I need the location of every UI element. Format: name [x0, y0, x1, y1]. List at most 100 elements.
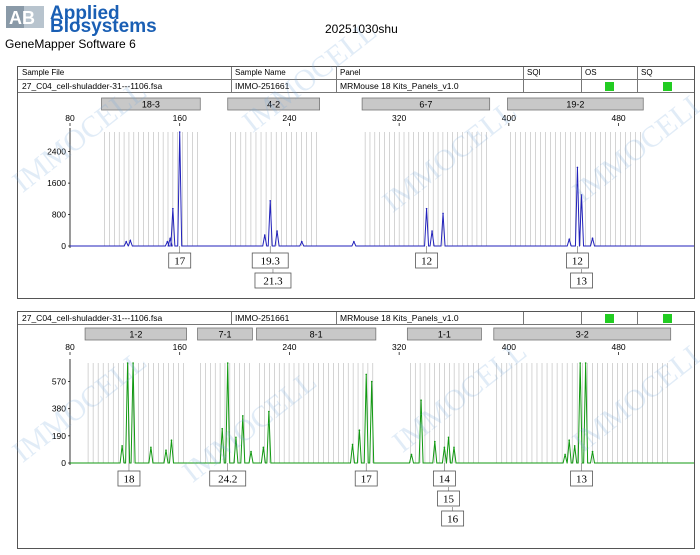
allele-call-label: 16 — [447, 514, 459, 526]
svg-text:AB: AB — [9, 8, 35, 28]
peak-point — [169, 237, 171, 240]
marker-bin-label: 4-2 — [267, 100, 280, 110]
allele-call-box — [251, 252, 289, 269]
electropherogram-chart-blue: 18-3 4-2 6-7 19-2 80 160 240 320 400 480 0 800 1600 2… — [47, 97, 694, 289]
x-tick-label: 400 — [502, 342, 516, 352]
x-tick-label: 240 — [282, 342, 296, 352]
peak-point — [262, 446, 265, 449]
peak-point — [165, 449, 167, 451]
peak-point — [226, 362, 229, 364]
peak-point — [410, 453, 413, 456]
x-tick-label: 80 — [65, 113, 75, 123]
peak-point — [580, 194, 583, 196]
peak-point — [125, 240, 128, 243]
peak-point — [268, 410, 270, 413]
marker-bin-bar — [507, 97, 644, 111]
electropherogram-panel-2: 27_C04_cell-shuladder-31---1106.fsa IMMO… — [17, 311, 695, 549]
col-sq: SQ — [641, 68, 653, 77]
marker-bin-label: 6-7 — [419, 100, 432, 110]
peak-point — [358, 429, 361, 431]
signal-trace — [70, 131, 694, 247]
marker-bin-bar — [101, 97, 201, 111]
peak-point — [370, 380, 373, 383]
allele-call-label: 12 — [421, 256, 432, 268]
marker-bin-label: 1-2 — [129, 330, 142, 340]
peak-point — [121, 445, 123, 447]
x-tick-label: 80 — [65, 342, 75, 352]
peak-point — [447, 436, 450, 439]
peak-point — [573, 445, 576, 447]
sample-name-value: IMMO-251661 — [235, 313, 290, 323]
allele-call-label: 18 — [123, 474, 135, 486]
electropherogram-chart-green: 1-2 7-1 8-1 1-1 3-2 80 160 240 320 400 480 0 190 380 5… — [52, 327, 694, 527]
peak-point — [442, 212, 444, 215]
peak-point — [170, 439, 173, 441]
peak-point — [353, 240, 355, 243]
peak-point — [425, 207, 428, 210]
peak-point — [568, 439, 570, 441]
peak-point — [568, 238, 570, 241]
y-tick-label: 570 — [52, 377, 66, 387]
peak-point — [300, 240, 303, 243]
peak-point — [584, 362, 587, 364]
peak-point — [132, 362, 134, 364]
marker-bin-bar — [84, 327, 187, 341]
x-tick-label: 480 — [611, 113, 625, 123]
brand-name-line2: Biosystems — [50, 16, 157, 37]
peak-point — [351, 443, 354, 446]
allele-call-label: 12 — [572, 256, 583, 268]
marker-bin-label: 18-3 — [142, 100, 160, 110]
col-sample-file: Sample File — [22, 68, 65, 77]
allele-call-box — [441, 510, 465, 527]
peak-point — [564, 453, 566, 456]
allele-call-box — [254, 272, 292, 289]
peak-point — [129, 239, 132, 242]
peak-point — [235, 436, 237, 439]
allele-call-label: 15 — [443, 494, 455, 506]
os-status-indicator — [605, 314, 614, 323]
peak-point — [431, 230, 433, 232]
marker-bin-bar — [256, 327, 377, 341]
panel-value: MRMouse 18 Kits_Panels_v1.0 — [340, 81, 459, 91]
marker-bin-bar — [227, 97, 320, 111]
allele-call-label: 17 — [361, 474, 373, 486]
allele-call-label: 17 — [174, 256, 186, 268]
sample-name-value: IMMO-251661 — [235, 81, 290, 91]
applied-biosystems-logo-icon: AB — [6, 6, 44, 28]
allele-call-box — [354, 470, 378, 487]
x-tick-label: 320 — [392, 113, 406, 123]
panel-value: MRMouse 18 Kits_Panels_v1.0 — [340, 313, 459, 323]
peak-point — [172, 207, 174, 210]
report-title: 20251030shu — [325, 22, 398, 36]
allele-call-label: 14 — [439, 474, 451, 486]
allele-call-box — [209, 470, 247, 487]
peak-point — [242, 415, 244, 417]
peak-point — [166, 240, 169, 243]
col-sqi: SQI — [527, 68, 541, 77]
allele-call-label: 21.3 — [263, 276, 283, 288]
y-tick-label: 0 — [61, 241, 66, 251]
peak-point — [434, 440, 436, 443]
allele-call-box — [570, 470, 593, 487]
sample-file-value: 27_C04_cell-shuladder-31---1106.fsa — [22, 81, 163, 91]
sample-row: 27_C04_cell-shuladder-31---1106.fsa IMMO… — [18, 80, 694, 93]
sample-file-value: 27_C04_cell-shuladder-31---1106.fsa — [22, 313, 163, 323]
peak-point — [276, 230, 278, 232]
marker-bin-bar — [197, 327, 253, 341]
allele-call-box — [117, 470, 141, 487]
y-tick-label: 1600 — [47, 178, 66, 188]
y-tick-label: 0 — [61, 458, 66, 468]
x-tick-label: 160 — [173, 113, 187, 123]
software-name: GeneMapper Software 6 — [5, 37, 136, 51]
x-tick-label: 480 — [611, 342, 625, 352]
y-tick-label: 800 — [52, 210, 66, 220]
sq-status-indicator — [663, 314, 672, 323]
marker-bin-bar — [493, 327, 672, 341]
peak-point — [263, 234, 266, 236]
marker-bin-label: 1-1 — [438, 330, 451, 340]
allele-call-box — [432, 470, 456, 487]
peak-point — [250, 450, 252, 453]
marker-bin-label: 8-1 — [310, 330, 323, 340]
peak-point — [365, 373, 368, 376]
allele-call-label: 13 — [576, 276, 588, 288]
